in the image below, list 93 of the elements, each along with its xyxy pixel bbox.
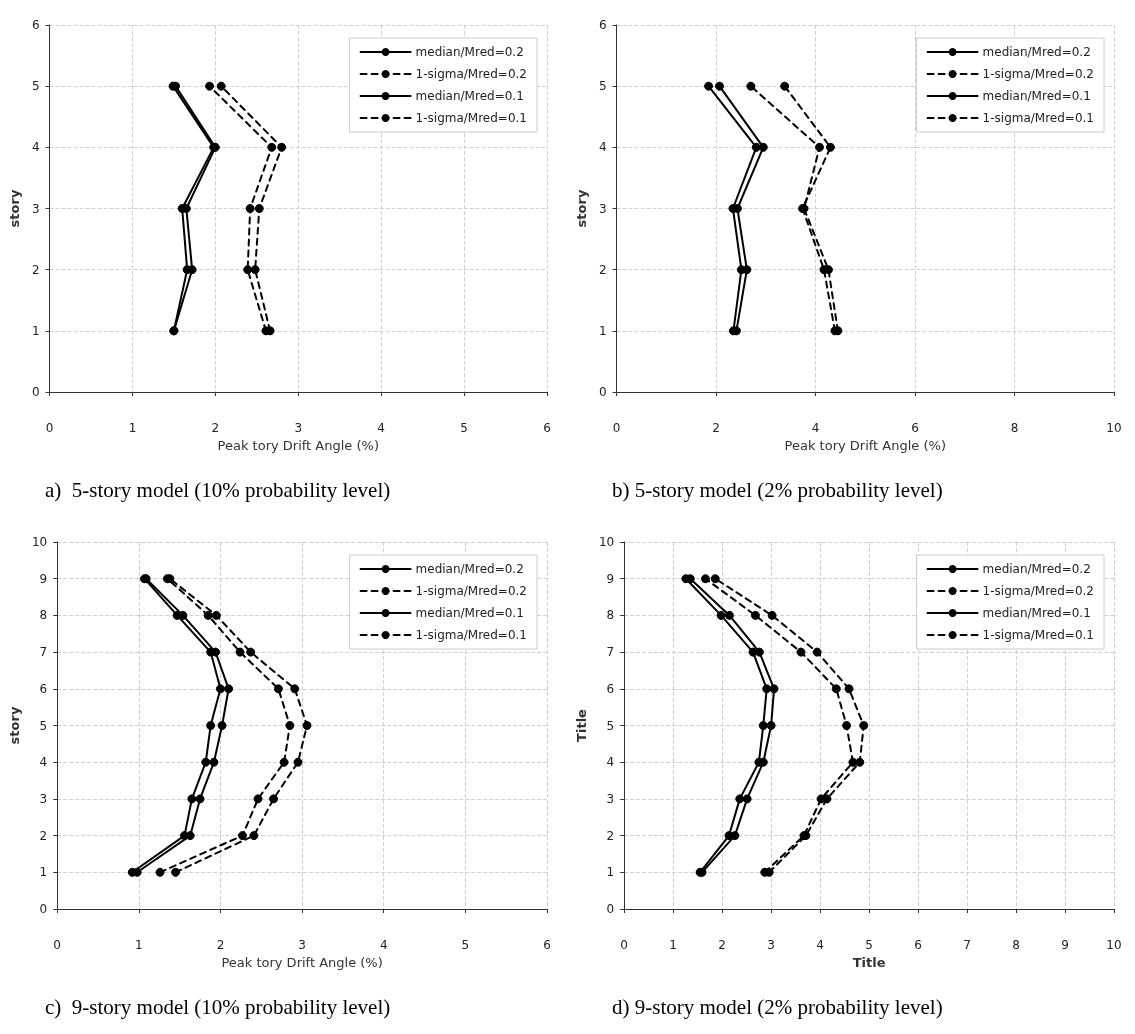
legend-label: 1-sigma/Mred=0.2 bbox=[982, 67, 1095, 81]
y-tick-label: 4 bbox=[31, 140, 40, 155]
x-tick-label: 9 bbox=[1061, 938, 1069, 952]
legend-label: median/Mred=0.2 bbox=[415, 562, 524, 576]
y-tick-label: 6 bbox=[39, 681, 48, 696]
y-tick-label: 2 bbox=[39, 828, 48, 843]
x-axis-title: Peak tory Drift Angle (%) bbox=[784, 437, 946, 453]
legend-label: median/Mred=0.1 bbox=[415, 606, 524, 620]
x-tick-label: 6 bbox=[911, 421, 919, 435]
legend-label: 1-sigma/Mred=0.1 bbox=[415, 111, 528, 125]
y-axis-title: story bbox=[7, 189, 22, 228]
y-tick-label: 2 bbox=[31, 262, 40, 277]
y-tick-label: 3 bbox=[598, 201, 607, 216]
x-axis-title: Title bbox=[852, 954, 886, 970]
y-tick-label: 5 bbox=[31, 79, 40, 94]
y-tick-label: 10 bbox=[31, 535, 48, 549]
y-tick-label: 0 bbox=[31, 385, 40, 399]
legend-label: median/Mred=0.2 bbox=[982, 562, 1091, 576]
legend-label: 1-sigma/Mred=0.1 bbox=[982, 111, 1095, 125]
text: c) 9-story model (10% probability level) bbox=[45, 994, 391, 1019]
x-tick-label: 6 bbox=[543, 421, 551, 435]
y-tick-label: 6 bbox=[598, 18, 607, 32]
y-tick-label: 8 bbox=[606, 608, 615, 623]
legend-label: median/Mred=0.2 bbox=[982, 45, 1091, 59]
y-tick-label: 3 bbox=[31, 201, 40, 216]
x-tick-label: 3 bbox=[767, 938, 775, 952]
x-axis-title: Peak tory Drift Angle (%) bbox=[221, 954, 383, 970]
x-tick-label: 2 bbox=[211, 421, 220, 435]
y-tick-label: 7 bbox=[39, 645, 48, 660]
x-tick-label: 2 bbox=[216, 938, 225, 952]
x-tick-label: 2 bbox=[718, 938, 726, 952]
x-tick-label: 2 bbox=[712, 421, 720, 435]
x-tick-label: 1 bbox=[128, 421, 137, 435]
x-axis-title: Peak tory Drift Angle (%) bbox=[217, 437, 379, 453]
y-tick-label: 1 bbox=[606, 865, 615, 880]
x-tick-label: 7 bbox=[963, 938, 971, 952]
y-tick-label: 5 bbox=[598, 79, 607, 94]
x-tick-label: 4 bbox=[377, 421, 385, 435]
y-tick-label: 0 bbox=[598, 385, 607, 399]
text: d) 9-story model (2% probability level) bbox=[612, 994, 943, 1019]
y-tick-label: 1 bbox=[598, 323, 607, 338]
y-axis-title: Title bbox=[574, 708, 589, 742]
x-tick-label: 3 bbox=[294, 421, 303, 435]
x-tick-label: 4 bbox=[816, 938, 824, 952]
x-tick-label: 4 bbox=[811, 421, 820, 435]
y-tick-label: 4 bbox=[39, 755, 48, 770]
y-tick-label: 0 bbox=[39, 902, 48, 916]
y-tick-label: 6 bbox=[31, 18, 40, 32]
legend-label: 1-sigma/Mred=0.2 bbox=[415, 67, 528, 81]
x-tick-label: 5 bbox=[865, 938, 873, 952]
y-tick-label: 5 bbox=[606, 718, 615, 733]
x-tick-label: 6 bbox=[543, 938, 551, 952]
legend-label: 1-sigma/Mred=0.1 bbox=[982, 628, 1095, 642]
x-tick-label: 5 bbox=[460, 421, 468, 435]
x-tick-label: 0 bbox=[53, 938, 61, 952]
y-tick-label: 4 bbox=[606, 755, 615, 770]
x-tick-label: 1 bbox=[134, 938, 143, 952]
y-tick-label: 8 bbox=[39, 608, 48, 623]
x-tick-label: 3 bbox=[298, 938, 306, 952]
y-tick-label: 6 bbox=[606, 681, 615, 696]
x-tick-label: 4 bbox=[379, 938, 388, 952]
legend-label: median/Mred=0.1 bbox=[982, 606, 1091, 620]
legend-label: median/Mred=0.1 bbox=[415, 89, 524, 103]
x-tick-label: 1 bbox=[669, 938, 677, 952]
y-tick-label: 9 bbox=[606, 571, 615, 586]
y-tick-label: 2 bbox=[598, 262, 607, 277]
x-tick-label: 10 bbox=[1106, 938, 1122, 952]
y-tick-label: 2 bbox=[606, 828, 615, 843]
x-tick-label: 6 bbox=[914, 938, 922, 952]
y-tick-label: 3 bbox=[39, 791, 48, 806]
y-tick-label: 7 bbox=[606, 645, 615, 660]
y-tick-label: 1 bbox=[39, 865, 48, 880]
legend-label: 1-sigma/Mred=0.2 bbox=[982, 584, 1095, 598]
y-tick-label: 5 bbox=[39, 718, 48, 733]
text: b) 5-story model (2% probability level) bbox=[612, 477, 943, 502]
x-tick-label: 5 bbox=[461, 938, 470, 952]
x-tick-label: 0 bbox=[620, 938, 628, 952]
text: a) 5-story model (10% probability level) bbox=[45, 477, 391, 502]
y-axis-title: story bbox=[7, 706, 22, 745]
y-axis-title: story bbox=[574, 189, 589, 228]
legend-label: 1-sigma/Mred=0.1 bbox=[415, 628, 528, 642]
y-tick-label: 10 bbox=[598, 535, 615, 549]
x-tick-label: 8 bbox=[1012, 938, 1020, 952]
y-tick-label: 3 bbox=[606, 791, 615, 806]
legend-label: median/Mred=0.2 bbox=[415, 45, 524, 59]
y-tick-label: 9 bbox=[39, 571, 48, 586]
legend-label: median/Mred=0.1 bbox=[982, 89, 1091, 103]
y-tick-label: 0 bbox=[606, 902, 615, 916]
x-tick-label: 8 bbox=[1010, 421, 1019, 435]
y-tick-label: 4 bbox=[598, 140, 607, 155]
y-tick-label: 1 bbox=[31, 323, 40, 338]
x-tick-label: 10 bbox=[1106, 421, 1122, 435]
legend-label: 1-sigma/Mred=0.2 bbox=[415, 584, 528, 598]
